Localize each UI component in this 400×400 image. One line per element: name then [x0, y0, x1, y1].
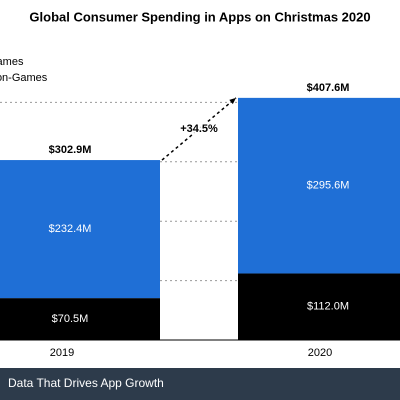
total-label: $407.6M	[307, 82, 350, 94]
total-label: $302.9M	[49, 144, 92, 156]
segment-label: $295.6M	[307, 180, 350, 192]
x-tick-label: 2020	[308, 347, 332, 359]
segment-label: $70.5M	[52, 313, 89, 325]
growth-arrow	[161, 97, 237, 161]
legend-label: Games	[0, 56, 24, 68]
arrow-head	[229, 97, 236, 105]
footer-text: Data That Drives App Growth	[8, 376, 164, 390]
x-tick-label: 2019	[50, 347, 74, 359]
growth-label: +34.5%	[180, 123, 218, 135]
bar-segment	[238, 273, 400, 340]
chart-title: Global Consumer Spending in Apps on Chri…	[29, 9, 370, 24]
bar-segment	[0, 160, 160, 299]
segment-label: $232.4M	[49, 223, 92, 235]
bar-segment	[0, 298, 160, 340]
bar-segment	[238, 97, 400, 274]
segment-label: $112.0M	[307, 301, 349, 313]
footer-bar	[0, 368, 400, 400]
legend-label: Non-Games	[0, 72, 48, 84]
